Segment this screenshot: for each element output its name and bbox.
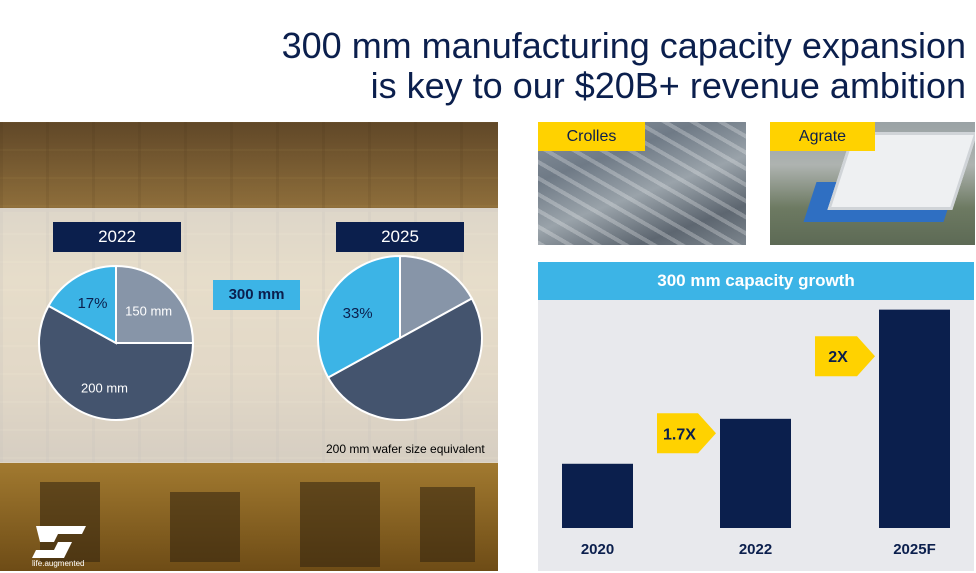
legend-300mm-tag: 300 mm	[213, 280, 300, 310]
pie-slice-label: 33%	[343, 305, 373, 322]
pie-slice	[115, 264, 195, 344]
fab-tool	[40, 482, 100, 562]
pie-slice	[38, 304, 195, 421]
title-line-1: 300 mm manufacturing capacity expansion	[281, 25, 966, 66]
growth-arrow	[815, 336, 875, 377]
brand-tagline: life.augmented	[32, 559, 84, 568]
st-logo-icon: life.augmented	[32, 526, 86, 568]
st-logo: life.augmented	[28, 522, 94, 568]
fab-tool	[300, 482, 380, 567]
pie-slice-label: 17%	[77, 295, 107, 312]
bar-2025f	[879, 309, 950, 528]
growth-arrow	[657, 413, 716, 454]
pie-slice	[47, 264, 117, 345]
slide-title: 300 mm manufacturing capacity expansion …	[282, 26, 966, 106]
bar-category-label: 2020	[581, 541, 614, 558]
pie-chart-2025: 33%	[317, 254, 483, 421]
fab-ceiling	[0, 122, 498, 212]
pie-footnote: 200 mm wafer size equivalent	[326, 442, 485, 456]
bar-2022	[720, 418, 791, 528]
agrate-tag: Agrate	[770, 122, 875, 151]
fab-tool	[420, 487, 475, 562]
pie-slice	[326, 297, 483, 421]
pie-slice-label: 150 mm	[125, 303, 172, 318]
bar-category-label: 2022	[739, 541, 772, 558]
bar-chart: 2020 2022 2025F 1.7X 2X	[562, 309, 950, 558]
bar-category-label: 2025F	[893, 541, 936, 558]
crolles-photo: Crolles	[538, 122, 746, 245]
title-line-2: is key to our $20B+ revenue ambition	[370, 65, 966, 106]
pie-slice-label: 200 mm	[81, 381, 128, 396]
pie-slice	[317, 254, 401, 379]
crolles-tag: Crolles	[538, 122, 645, 151]
year-label-2022: 2022	[53, 222, 181, 252]
growth-label: 2X	[828, 349, 848, 366]
fab-tool	[170, 492, 240, 562]
year-label-2025: 2025	[336, 222, 464, 252]
pie-slice	[399, 254, 474, 340]
bar-chart-title: 300 mm capacity growth	[538, 262, 974, 300]
bar-2020	[562, 463, 633, 528]
growth-label: 1.7X	[663, 426, 696, 443]
agrate-photo: Agrate	[770, 122, 975, 245]
pie-chart-2022: 150 mm 200 mm 17%	[38, 264, 195, 421]
